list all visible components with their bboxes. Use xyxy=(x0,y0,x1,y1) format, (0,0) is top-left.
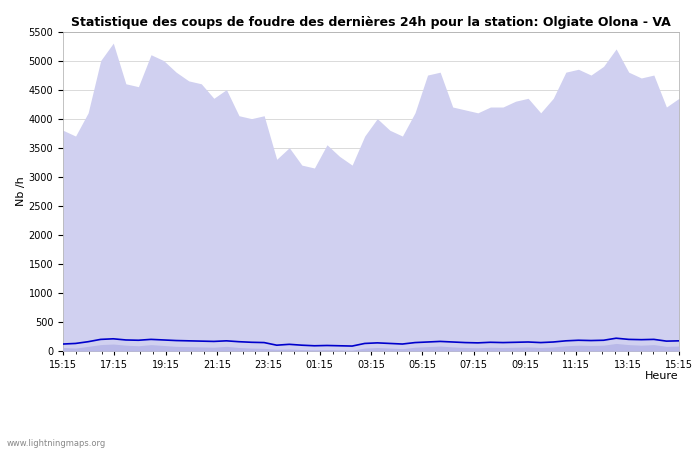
Moyenne de toutes les stations xyxy=(549,339,557,345)
Moyenne de toutes les stations xyxy=(449,339,457,345)
Moyenne de toutes les stations xyxy=(323,343,331,348)
Moyenne de toutes les stations xyxy=(373,340,382,346)
Moyenne de toutes les stations xyxy=(599,338,608,343)
Moyenne de toutes les stations xyxy=(298,342,306,348)
Moyenne de toutes les stations xyxy=(624,337,633,342)
Moyenne de toutes les stations xyxy=(561,338,570,343)
Y-axis label: Nb /h: Nb /h xyxy=(15,176,26,206)
Line: Moyenne de toutes les stations: Moyenne de toutes les stations xyxy=(63,338,679,346)
Moyenne de toutes les stations xyxy=(587,338,595,343)
Moyenne de toutes les stations xyxy=(234,339,243,344)
Moyenne de toutes les stations xyxy=(272,342,281,348)
Moyenne de toutes les stations xyxy=(84,339,92,344)
Moyenne de toutes les stations xyxy=(147,337,155,342)
Moyenne de toutes les stations xyxy=(398,342,407,347)
Moyenne de toutes les stations xyxy=(424,339,432,345)
Moyenne de toutes les stations xyxy=(160,337,168,342)
Moyenne de toutes les stations xyxy=(247,340,256,345)
Moyenne de toutes les stations xyxy=(612,336,620,341)
Moyenne de toutes les stations xyxy=(512,340,520,345)
Moyenne de toutes les stations xyxy=(134,338,143,343)
Moyenne de toutes les stations xyxy=(499,340,508,345)
Moyenne de toutes les stations xyxy=(109,336,118,342)
Moyenne de toutes les stations xyxy=(172,338,181,343)
Moyenne de toutes les stations xyxy=(360,341,369,346)
Moyenne de toutes les stations xyxy=(675,338,683,343)
Moyenne de toutes les stations xyxy=(285,342,293,347)
Moyenne de toutes les stations xyxy=(436,339,445,344)
Moyenne de toutes les stations xyxy=(260,340,268,345)
Moyenne de toutes les stations xyxy=(486,340,495,345)
Moyenne de toutes les stations xyxy=(461,340,470,345)
Moyenne de toutes les stations xyxy=(222,338,230,343)
Moyenne de toutes les stations xyxy=(71,341,80,346)
Moyenne de toutes les stations xyxy=(348,343,356,349)
Moyenne de toutes les stations xyxy=(210,339,218,344)
Moyenne de toutes les stations xyxy=(97,337,105,342)
Moyenne de toutes les stations xyxy=(335,343,344,348)
Text: Heure: Heure xyxy=(645,371,679,381)
Moyenne de toutes les stations xyxy=(411,340,419,345)
Moyenne de toutes les stations xyxy=(650,337,658,342)
Moyenne de toutes les stations xyxy=(185,338,193,343)
Moyenne de toutes les stations xyxy=(637,337,645,342)
Moyenne de toutes les stations xyxy=(474,340,482,346)
Moyenne de toutes les stations xyxy=(197,338,206,344)
Moyenne de toutes les stations xyxy=(122,337,130,342)
Moyenne de toutes les stations xyxy=(574,338,582,343)
Moyenne de toutes les stations xyxy=(59,342,67,347)
Moyenne de toutes les stations xyxy=(310,343,319,348)
Moyenne de toutes les stations xyxy=(662,338,671,344)
Moyenne de toutes les stations xyxy=(386,341,394,346)
Moyenne de toutes les stations xyxy=(524,339,532,345)
Title: Statistique des coups de foudre des dernières 24h pour la station: Olgiate Olona: Statistique des coups de foudre des dern… xyxy=(71,16,671,29)
Text: www.lightningmaps.org: www.lightningmaps.org xyxy=(7,439,106,448)
Moyenne de toutes les stations xyxy=(536,340,545,345)
